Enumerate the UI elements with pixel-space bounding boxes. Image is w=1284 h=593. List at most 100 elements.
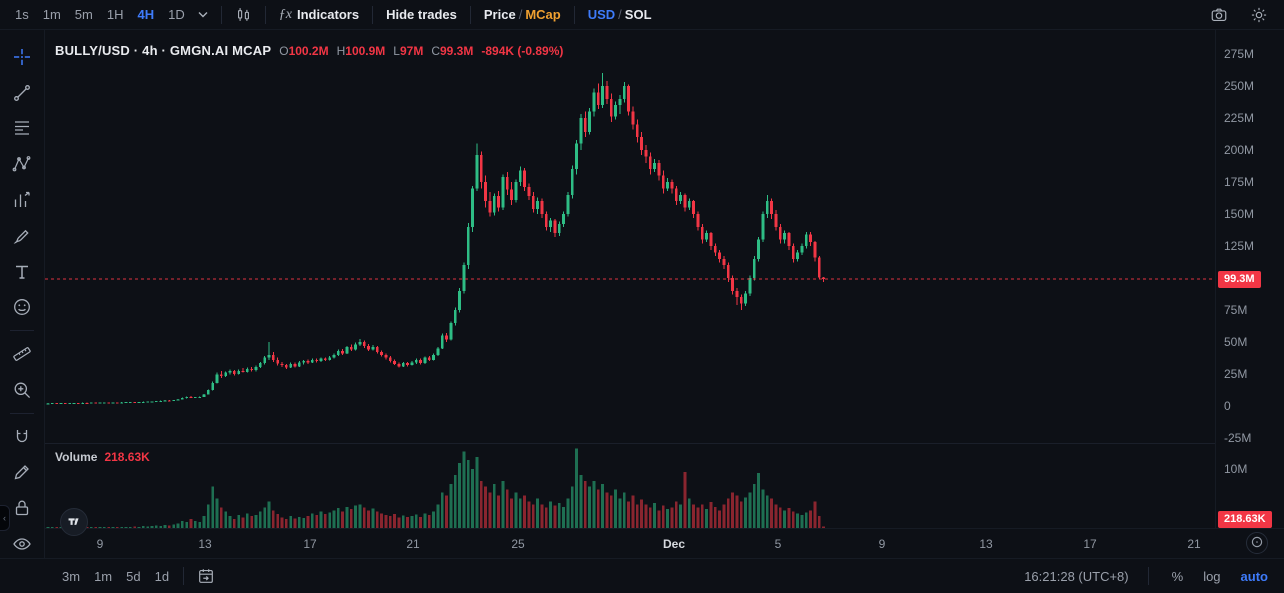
price-axis-label: 250M: [1224, 79, 1255, 93]
chevron-left-icon: ‹: [3, 513, 6, 523]
time-axis-label: 13: [198, 537, 212, 551]
range-3m-button[interactable]: 3m: [55, 566, 87, 587]
price-mcap-toggle: Price / MCap: [478, 4, 567, 25]
usd-mode-button[interactable]: USD: [587, 7, 616, 22]
indicators-label: Indicators: [296, 7, 360, 22]
timeframe-1h[interactable]: 1H: [100, 4, 131, 25]
price-axis[interactable]: 275M250M225M200M175M150M125M100M75M50M25…: [1215, 30, 1284, 528]
sidebar-divider: [10, 412, 34, 414]
chart-toolbar: 1s 1m 5m 1H 4H 1D ƒx Indicators Hide tra…: [0, 0, 1284, 30]
price-mode-button[interactable]: Price: [483, 7, 516, 22]
tool-hide-drawings[interactable]: [8, 530, 36, 558]
timeframe-1s[interactable]: 1s: [8, 4, 36, 25]
range-5d-button[interactable]: 5d: [119, 566, 147, 587]
xabcd-pattern-icon: [12, 154, 32, 174]
gear-icon: [1250, 6, 1268, 24]
eye-icon: [12, 534, 32, 554]
brush-icon: [12, 226, 32, 246]
time-axis-label: 21: [1187, 537, 1201, 551]
bottom-right-group: 16:21:28 (UTC+8) % log auto: [1024, 567, 1272, 586]
price-axis-label: 175M: [1224, 175, 1255, 189]
screenshot-button[interactable]: [1204, 3, 1234, 27]
sol-mode-button[interactable]: SOL: [624, 7, 652, 22]
tool-ruler[interactable]: [8, 340, 36, 368]
tool-lock[interactable]: [8, 494, 36, 522]
timeframe-1d[interactable]: 1D: [161, 4, 192, 25]
reset-chart-button[interactable]: [1246, 532, 1268, 554]
tool-emoji[interactable]: [8, 293, 36, 321]
tool-zoom[interactable]: [8, 376, 36, 404]
toolbar-divider: [469, 5, 471, 24]
slash-separator: /: [518, 7, 523, 22]
auto-scale-button[interactable]: auto: [1237, 567, 1272, 586]
usd-sol-toggle: USD / SOL: [582, 4, 658, 25]
time-axis-label: Dec: [662, 537, 686, 551]
tool-xabcd-pattern[interactable]: [8, 150, 36, 178]
timeframe-dropdown-button[interactable]: [192, 8, 214, 21]
candlestick-style-icon: [235, 6, 252, 23]
chart-settings-button[interactable]: [1244, 3, 1274, 27]
tool-crosshair[interactable]: [8, 43, 36, 71]
time-axis[interactable]: 9 13 17 21 25 Dec 5 9 13 17 21: [45, 528, 1284, 558]
chevron-down-icon: [198, 11, 208, 18]
price-axis-label: 75M: [1224, 303, 1248, 317]
volume-scale-label: 10M: [1224, 462, 1248, 476]
price-axis-label: 0: [1224, 399, 1231, 413]
tool-trend-line[interactable]: [8, 79, 36, 107]
panel-collapse-handle[interactable]: ‹: [0, 505, 10, 531]
mcap-mode-button[interactable]: MCap: [525, 7, 561, 22]
time-axis-label: 21: [406, 537, 420, 551]
toolbar-divider: [264, 5, 266, 24]
bottom-toolbar: 3m 1m 5d 1d 16:21:28 (UTC+8) % log auto: [0, 558, 1284, 593]
camera-icon: [1210, 6, 1228, 24]
log-scale-button[interactable]: log: [1199, 567, 1224, 586]
price-axis-label: 25M: [1224, 367, 1248, 381]
magnet-icon: [12, 427, 32, 447]
tool-edit[interactable]: [8, 459, 36, 487]
current-volume-badge: 218.63K: [1218, 511, 1272, 528]
price-axis-label: 275M: [1224, 47, 1255, 61]
time-axis-label: 9: [96, 537, 104, 551]
time-axis-label: 17: [303, 537, 317, 551]
tool-magnet[interactable]: [8, 423, 36, 451]
candlestick-chart[interactable]: [45, 30, 1215, 528]
time-axis-label: 5: [774, 537, 782, 551]
toolbar-divider: [372, 5, 374, 24]
tool-text[interactable]: [8, 258, 36, 286]
timeframe-1m[interactable]: 1m: [36, 4, 68, 25]
target-icon: [1250, 535, 1264, 552]
price-axis-label: 150M: [1224, 207, 1255, 221]
clock-utc[interactable]: 16:21:28 (UTC+8): [1024, 568, 1129, 584]
crosshair-icon: [12, 47, 32, 67]
pencil-icon: [12, 462, 32, 482]
fx-icon: ƒx: [278, 6, 292, 22]
timeframe-4h-active[interactable]: 4H: [130, 4, 161, 25]
fib-retracement-icon: [12, 118, 32, 138]
indicators-button[interactable]: ƒx Indicators: [273, 4, 365, 26]
price-axis-label: -25M: [1224, 431, 1252, 445]
tool-brush[interactable]: [8, 222, 36, 250]
lock-icon: [12, 498, 32, 518]
hide-trades-button[interactable]: Hide trades: [380, 4, 463, 25]
sidebar-divider: [10, 330, 34, 332]
projection-icon: [12, 190, 32, 210]
trend-line-icon: [12, 83, 32, 103]
tool-fib-retracement[interactable]: [8, 115, 36, 143]
chart-style-button[interactable]: [229, 3, 258, 26]
emoji-icon: [12, 297, 32, 317]
timeframe-5m[interactable]: 5m: [68, 4, 100, 25]
price-axis-label: 225M: [1224, 111, 1255, 125]
percent-scale-button[interactable]: %: [1168, 567, 1188, 586]
time-axis-label: 25: [511, 537, 525, 551]
toolbar-divider: [183, 567, 185, 585]
tradingview-logo[interactable]: [60, 508, 88, 536]
tool-projection[interactable]: [8, 186, 36, 214]
range-1m-button[interactable]: 1m: [87, 566, 119, 587]
toolbar-divider: [220, 5, 222, 24]
ruler-icon: [12, 344, 32, 364]
range-1d-button[interactable]: 1d: [148, 566, 176, 587]
hide-trades-label: Hide trades: [386, 7, 457, 22]
go-to-date-button[interactable]: [191, 564, 221, 588]
price-axis-label: 125M: [1224, 239, 1255, 253]
